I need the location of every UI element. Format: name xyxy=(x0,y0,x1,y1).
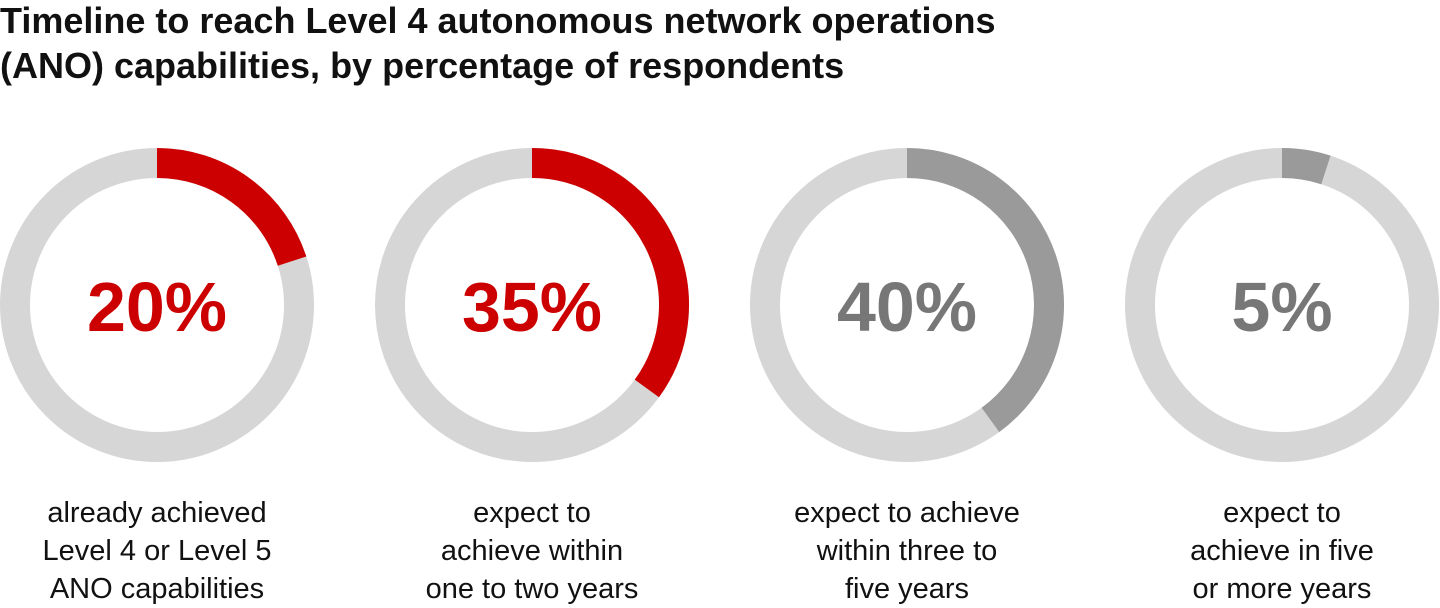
value-label: 5% xyxy=(1231,268,1332,346)
value-label: 40% xyxy=(837,268,977,346)
donut-arc xyxy=(1281,148,1331,185)
donut-arc xyxy=(156,148,307,267)
category-label: expect to achieve in five or more years xyxy=(1190,497,1374,605)
category-label: already achieved Level 4 or Level 5 ANO … xyxy=(42,497,272,605)
value-label: 20% xyxy=(87,268,227,346)
category-label: expect to achieve within three to five y… xyxy=(794,497,1020,605)
value-label: 35% xyxy=(462,268,602,346)
chart-title: Timeline to reach Level 4 autonomous net… xyxy=(0,0,996,86)
donut-arc xyxy=(906,148,1064,433)
donut-arc xyxy=(531,148,689,398)
category-label: expect to achieve within one to two year… xyxy=(425,497,639,605)
